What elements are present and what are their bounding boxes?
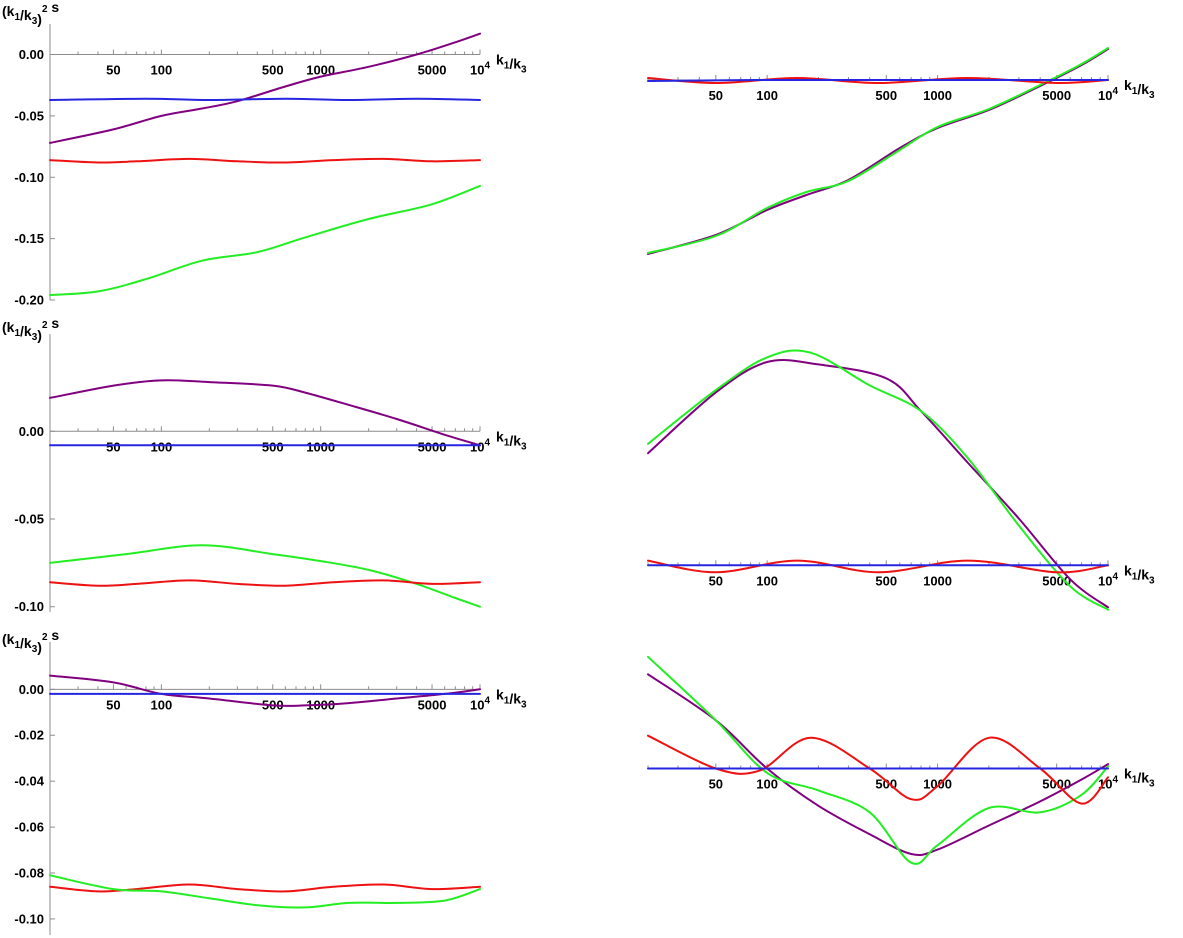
x-tick-label: 100: [756, 88, 778, 103]
chart-panel-4: 50 100 500 1000 5000 104 k1/k3: [647, 349, 1155, 611]
y-tick-label: -0.10: [14, 170, 44, 185]
x-tick-label: 1000: [923, 573, 952, 588]
series-line-green: [49, 544, 481, 608]
y-tick-label: -0.15: [14, 231, 44, 246]
x-tick-label: 5000: [1042, 573, 1071, 588]
series-line-green: [647, 47, 1109, 254]
x-tick-label: 1000: [306, 439, 335, 454]
x-tick-label: 1000: [306, 63, 335, 78]
x-tick-label: 5000: [1042, 88, 1071, 103]
x-tick-label: 1000: [923, 777, 952, 792]
series-line-purple: [647, 359, 1109, 609]
y-tick-label: 0.00: [19, 424, 44, 439]
x-tick-label: 104: [470, 695, 490, 712]
x-axis-label: k1/k3: [496, 686, 527, 710]
y-tick-label: -0.05: [14, 108, 44, 123]
chart-panel-5: 0.00 -0.02 -0.04 -0.06 -0.08 -0.10 (k1/k3)2 s 5…: [2, 627, 527, 935]
series-line-blue: [647, 78, 1109, 82]
chart-panel-1: 0.00 -0.05 -0.10 -0.15 -0.20 (k1/k3)2 s 50 100 5…: [2, 0, 527, 308]
series-line-red: [49, 883, 481, 893]
chart-panel-2: 50 100 500 1000 5000 104 k1/k3: [647, 47, 1155, 255]
y-tick-label: -0.06: [14, 820, 44, 835]
series-line-purple: [647, 673, 1109, 857]
x-tick-label: 100: [151, 697, 173, 712]
y-tick-label: -0.08: [14, 866, 44, 881]
x-tick-label: 5000: [418, 439, 447, 454]
y-axis-label: (k1/k3)2 s: [2, 0, 59, 27]
y-tick-label: -0.10: [14, 599, 44, 614]
series-line-red: [647, 559, 1109, 574]
x-tick-label: 1000: [923, 88, 952, 103]
x-tick-label: 50: [709, 88, 723, 103]
y-tick-label: -0.10: [14, 911, 44, 926]
x-tick-label: 5000: [418, 697, 447, 712]
x-tick-label: 5000: [418, 63, 447, 78]
series-line-green: [647, 349, 1109, 611]
x-tick-label: 104: [470, 61, 490, 78]
y-axis-label: (k1/k3)2 s: [2, 627, 59, 655]
y-tick-label: -0.04: [14, 774, 44, 789]
series-line-red: [49, 157, 481, 164]
chart-panel-6: 50 100 500 1000 5000 104 k1/k3: [647, 655, 1155, 865]
y-tick-label: 0.00: [19, 47, 44, 62]
series-line-purple: [49, 674, 481, 707]
x-tick-label: 500: [875, 777, 897, 792]
y-tick-label: 0.00: [19, 682, 44, 697]
y-axis-label: (k1/k3)2 s: [2, 315, 59, 343]
x-tick-label: 50: [106, 439, 120, 454]
x-axis-label: k1/k3: [1124, 77, 1155, 101]
series-line-blue: [49, 97, 481, 101]
x-tick-label: 500: [262, 63, 284, 78]
x-axis-label: k1/k3: [1124, 766, 1155, 790]
x-tick-label: 50: [106, 63, 120, 78]
x-axis-label: k1/k3: [496, 52, 527, 76]
x-tick-label: 100: [151, 63, 173, 78]
chart-panel-3: 0.00 -0.05 -0.10 (k1/k3)2 s 50 100 500 1000 5000…: [2, 315, 527, 614]
x-tick-label: 500: [262, 439, 284, 454]
x-axis-label: k1/k3: [1124, 562, 1155, 586]
x-tick-label: 100: [151, 439, 173, 454]
x-tick-label: 500: [875, 573, 897, 588]
series-line-green: [49, 874, 481, 909]
x-tick-label: 50: [709, 777, 723, 792]
series-line-red: [647, 77, 1109, 85]
y-tick-label: -0.20: [14, 293, 44, 308]
x-tick-label: 500: [875, 88, 897, 103]
series-line-green: [49, 184, 481, 297]
y-tick-label: -0.02: [14, 728, 44, 743]
x-axis-label: k1/k3: [496, 428, 527, 452]
x-tick-label: 50: [709, 573, 723, 588]
x-tick-label: 100: [756, 573, 778, 588]
x-tick-label: 50: [106, 697, 120, 712]
x-tick-label: 100: [756, 777, 778, 792]
series-line-purple: [49, 379, 481, 447]
series-line-red: [49, 579, 481, 587]
x-tick-label: 104: [1098, 571, 1118, 588]
x-tick-label: 104: [1098, 86, 1118, 103]
series-line-green: [647, 655, 1109, 865]
y-tick-label: -0.05: [14, 511, 44, 526]
series-line-red: [647, 734, 1109, 805]
series-line-purple: [49, 32, 481, 144]
